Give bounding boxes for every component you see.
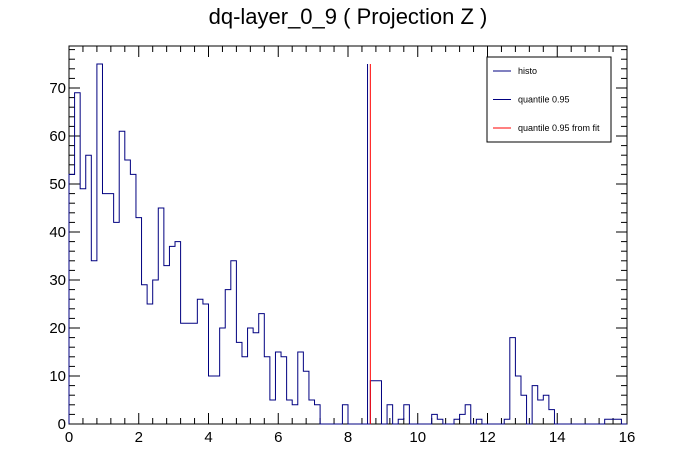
x-tick-label: 16 <box>619 429 636 446</box>
legend-label-2: quantile 0.95 from fit <box>518 123 600 133</box>
legend-label-0: histo <box>518 66 537 76</box>
legend-label-1: quantile 0.95 <box>518 95 570 105</box>
x-tick-label: 14 <box>549 429 566 446</box>
y-tick-label: 30 <box>49 272 66 289</box>
y-tick-label: 40 <box>49 224 66 241</box>
x-tick-label: 2 <box>135 429 143 446</box>
x-tick-label: 10 <box>409 429 426 446</box>
y-tick-label: 60 <box>49 128 66 145</box>
x-axis: 0 2 4 6 8 10 12 14 16 <box>65 46 636 446</box>
quantile-lines <box>367 64 371 424</box>
x-tick-label: 8 <box>344 429 352 446</box>
histogram-series-histo <box>68 63 627 425</box>
chart-title: dq-layer_0_9 ( Projection Z ) <box>209 4 488 29</box>
y-tick-label: 70 <box>49 80 66 97</box>
y-tick-label: 0 <box>58 416 66 433</box>
x-tick-label: 6 <box>274 429 282 446</box>
y-tick-label: 10 <box>49 368 66 385</box>
x-tick-label: 4 <box>204 429 212 446</box>
y-tick-label: 20 <box>49 320 66 337</box>
x-tick-label: 12 <box>479 429 496 446</box>
y-tick-label: 50 <box>49 176 66 193</box>
legend: histo quantile 0.95 quantile 0.95 from fit <box>486 56 612 143</box>
x-tick-label: 0 <box>65 429 73 446</box>
y-axis: 0 10 20 30 40 50 60 70 <box>49 49 627 433</box>
